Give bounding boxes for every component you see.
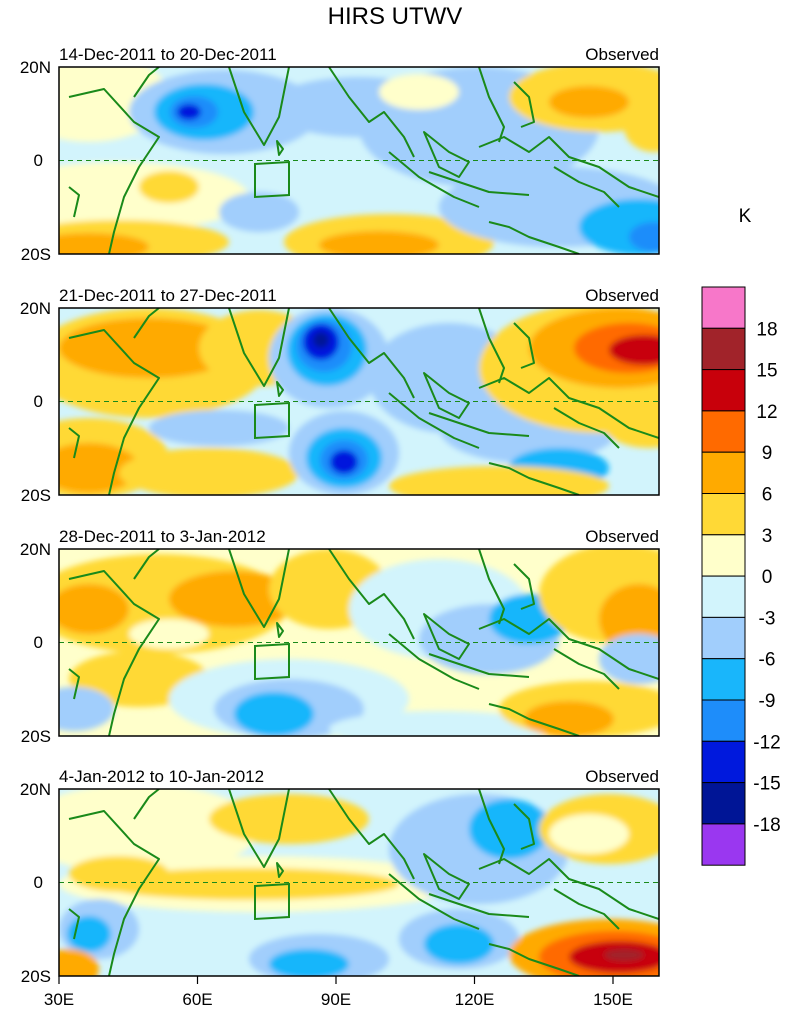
panel-frame (58, 307, 660, 496)
lat-label-south: 20S (21, 967, 51, 986)
lon-label-60e: 60E (182, 990, 212, 1009)
panel-status: Observed (585, 767, 659, 786)
lat-label-north: 20N (20, 540, 51, 559)
lon-label-150e: 150E (593, 990, 633, 1009)
colorbar: 18 15 12 9 6 3 0 -3 -6 -9 -12 -15 -18 (701, 286, 781, 866)
coastlines (68, 789, 659, 976)
lat-label-south: 20S (21, 486, 51, 505)
coastlines (68, 549, 659, 736)
colorbar-swatch (701, 699, 746, 742)
panel-date-range: 14-Dec-2011 to 20-Dec-2011 (59, 45, 277, 64)
colorbar-label: -3 (759, 608, 776, 629)
panel-status: Observed (585, 527, 659, 546)
colorbar-label: -15 (753, 774, 780, 795)
colorbar-label: -9 (759, 691, 776, 712)
lat-label-north: 20N (20, 299, 51, 318)
panel-status: Observed (585, 45, 659, 64)
lat-label-equator: 0 (34, 392, 43, 411)
colorbar-swatch (701, 823, 746, 866)
colorbar-label: -12 (753, 732, 780, 753)
region-box (254, 401, 290, 440)
panel-status: Observed (585, 286, 659, 305)
panel-date-range: 4-Jan-2012 to 10-Jan-2012 (59, 767, 264, 786)
lat-label-equator: 0 (34, 633, 43, 652)
colorbar-swatch (701, 369, 746, 412)
lat-label-south: 20S (21, 727, 51, 746)
map-panel-2: 21-Dec-2011 to 27-Dec-2011 Observed 20N … (20, 286, 660, 505)
colorbar-swatch (701, 493, 746, 536)
colorbar-swatch (701, 616, 746, 660)
colorbar-swatch (701, 451, 746, 495)
panel-frame (58, 548, 660, 737)
region-box (254, 160, 290, 199)
colorbar-swatch (701, 575, 746, 618)
colorbar-label: -18 (753, 815, 780, 836)
lat-label-equator: 0 (34, 151, 43, 170)
coastlines (68, 308, 659, 495)
map-panel-3: 28-Dec-2011 to 3-Jan-2012 Observed 20N 0… (20, 527, 660, 746)
panel-date-range: 28-Dec-2011 to 3-Jan-2012 (59, 527, 266, 546)
anomaly-field (59, 308, 659, 495)
unit-label: K (739, 206, 752, 227)
region-box (254, 642, 290, 681)
colorbar-swatch (701, 286, 746, 329)
colorbar-label: 9 (762, 443, 773, 464)
lon-axis (58, 976, 614, 984)
colorbar-swatch (701, 327, 746, 371)
colorbar-label: 3 (762, 526, 773, 547)
panel-date-range: 21-Dec-2011 to 27-Dec-2011 (59, 286, 277, 305)
colorbar-swatch (701, 782, 746, 825)
colorbar-swatch (701, 740, 746, 784)
anomaly-field (59, 67, 659, 254)
lon-label-90e: 90E (321, 990, 351, 1009)
map-panel-1: 14-Dec-2011 to 20-Dec-2011 Observed 20N … (20, 45, 660, 264)
colorbar-swatch (701, 410, 746, 453)
colorbar-label: 0 (762, 567, 773, 588)
coastlines (68, 67, 659, 254)
panel-frame (58, 788, 660, 977)
colorbar-label: 6 (762, 485, 773, 506)
panel-frame (58, 66, 660, 255)
lat-label-south: 20S (21, 245, 51, 264)
colorbar-label: 15 (756, 361, 777, 382)
lon-label-30e: 30E (44, 990, 74, 1009)
region-box (254, 882, 290, 921)
colorbar-swatch (701, 534, 746, 577)
colorbar-label: 12 (756, 402, 777, 423)
lat-label-equator: 0 (34, 873, 43, 892)
colorbar-swatch (701, 658, 746, 701)
figure-title: HIRS UTWV (328, 3, 463, 30)
colorbar-label: 18 (756, 319, 777, 340)
anomaly-field (59, 789, 659, 976)
colorbar-label: -6 (759, 650, 776, 671)
lon-label-120e: 120E (455, 990, 495, 1009)
lat-label-north: 20N (20, 58, 51, 77)
anomaly-field (59, 549, 659, 736)
lat-label-north: 20N (20, 780, 51, 799)
map-panel-4: 4-Jan-2012 to 10-Jan-2012 Observed 20N 0… (20, 767, 660, 1009)
